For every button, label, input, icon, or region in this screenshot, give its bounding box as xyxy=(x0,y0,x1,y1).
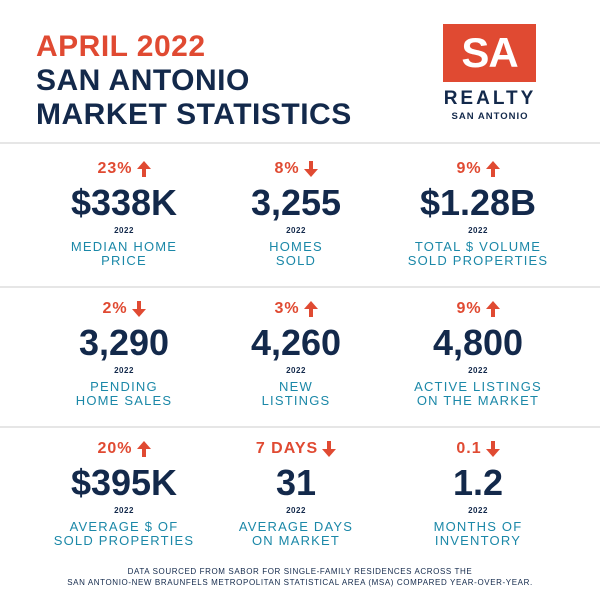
stat-year: 2022 xyxy=(114,366,134,375)
stat-label: HOMES SOLD xyxy=(196,240,396,268)
stat-change: 9% xyxy=(378,160,578,178)
stat-label-line1: NEW xyxy=(279,379,313,394)
change-text: 23% xyxy=(97,160,133,177)
stat-value: 3,290 xyxy=(78,322,170,363)
stat-label: AVERAGE DAYS ON MARKET xyxy=(196,520,396,548)
stat-label-line2: PRICE xyxy=(101,253,147,268)
divider-row xyxy=(0,286,600,288)
stat-change: 20% xyxy=(24,440,224,458)
stat-value: $395K xyxy=(70,462,178,503)
stats-row: 2% 3,290 2022 PENDING HOME SALES 3% 4,26… xyxy=(0,288,600,426)
change-text: 9% xyxy=(456,300,482,317)
stat-label-line2: SOLD xyxy=(275,253,317,268)
stat-change: 0.1 xyxy=(378,440,578,458)
change-text: 7 DAYS xyxy=(255,440,319,457)
divider-top xyxy=(0,142,600,144)
stat-change: 3% xyxy=(196,300,396,318)
stat-value: $338K xyxy=(70,182,178,223)
stat-total-volume: 9% $1.28B 2022 TOTAL $ VOLUME SOLD PROPE… xyxy=(378,148,578,286)
logo-name: REALTY xyxy=(443,88,537,109)
footnote-line1: DATA SOURCED FROM SABOR FOR SINGLE-FAMIL… xyxy=(127,567,473,576)
stat-change: 7 DAYS xyxy=(196,440,396,458)
change-text: 20% xyxy=(97,440,133,457)
stat-label-line1: AVERAGE DAYS xyxy=(238,519,354,534)
stat-label: TOTAL $ VOLUME SOLD PROPERTIES xyxy=(378,240,578,268)
logo-mark: SA xyxy=(443,24,536,82)
stat-label-line2: SOLD PROPERTIES xyxy=(407,253,549,268)
stat-year: 2022 xyxy=(114,226,134,235)
stat-year: 2022 xyxy=(468,506,488,515)
stats-row: 23% $338K 2022 MEDIAN HOME PRICE 8% 3,25… xyxy=(0,148,600,286)
arrow-up-icon xyxy=(485,161,500,177)
divider-row xyxy=(0,426,600,428)
change-text: 3% xyxy=(274,300,300,317)
report-title: MARKET STATISTICS xyxy=(36,98,352,131)
stat-change: 9% xyxy=(378,300,578,318)
stat-homes-sold: 8% 3,255 2022 HOMES SOLD xyxy=(196,148,396,286)
arrow-down-icon xyxy=(131,301,146,317)
header: APRIL 2022 SAN ANTONIO MARKET STATISTICS… xyxy=(0,0,600,140)
change-text: 0.1 xyxy=(456,440,482,457)
stat-label-line1: PENDING xyxy=(90,379,158,394)
stat-year: 2022 xyxy=(468,366,488,375)
stat-value: 4,800 xyxy=(432,322,524,363)
stat-label: ACTIVE LISTINGS ON THE MARKET xyxy=(378,380,578,408)
stat-label-line1: ACTIVE LISTINGS xyxy=(414,379,542,394)
stat-value: $1.28B xyxy=(419,182,537,223)
arrow-down-icon xyxy=(322,441,337,457)
change-text: 9% xyxy=(456,160,482,177)
stats-row: 20% $395K 2022 AVERAGE $ OF SOLD PROPERT… xyxy=(0,428,600,566)
stat-year: 2022 xyxy=(114,506,134,515)
stat-label-line2: INVENTORY xyxy=(434,533,522,548)
stats-grid: 23% $338K 2022 MEDIAN HOME PRICE 8% 3,25… xyxy=(0,148,600,566)
change-text: 8% xyxy=(274,160,300,177)
stat-label-line2: SOLD PROPERTIES xyxy=(53,533,195,548)
stat-change: 2% xyxy=(24,300,224,318)
report-month: APRIL 2022 xyxy=(36,30,206,63)
stat-label-line2: HOME SALES xyxy=(75,393,173,408)
stat-label: PENDING HOME SALES xyxy=(24,380,224,408)
stat-label-line1: AVERAGE $ OF xyxy=(69,519,179,534)
arrow-up-icon xyxy=(136,161,151,177)
stat-value: 1.2 xyxy=(452,462,504,503)
arrow-up-icon xyxy=(136,441,151,457)
stat-year: 2022 xyxy=(286,226,306,235)
stat-label-line1: HOMES xyxy=(269,239,323,254)
stat-label-line1: TOTAL $ VOLUME xyxy=(414,239,542,254)
stat-change: 23% xyxy=(24,160,224,178)
stat-average-price: 20% $395K 2022 AVERAGE $ OF SOLD PROPERT… xyxy=(24,428,224,566)
arrow-up-icon xyxy=(485,301,500,317)
stat-value: 4,260 xyxy=(250,322,342,363)
footnote-line2: SAN ANTONIO-NEW BRAUNFELS METROPOLITAN S… xyxy=(67,578,533,587)
stat-median-home-price: 23% $338K 2022 MEDIAN HOME PRICE xyxy=(24,148,224,286)
stat-year: 2022 xyxy=(286,506,306,515)
logo-subtitle: SAN ANTONIO xyxy=(451,111,529,122)
stat-active-listings: 9% 4,800 2022 ACTIVE LISTINGS ON THE MAR… xyxy=(378,288,578,426)
stat-label-line2: ON MARKET xyxy=(251,533,341,548)
stat-label-line2: LISTINGS xyxy=(261,393,331,408)
change-text: 2% xyxy=(102,300,128,317)
arrow-down-icon xyxy=(303,161,318,177)
stat-pending-sales: 2% 3,290 2022 PENDING HOME SALES xyxy=(24,288,224,426)
stat-new-listings: 3% 4,260 2022 NEW LISTINGS xyxy=(196,288,396,426)
arrow-up-icon xyxy=(303,301,318,317)
stat-value: 3,255 xyxy=(250,182,342,223)
stat-label: MONTHS OF INVENTORY xyxy=(378,520,578,548)
stat-change: 8% xyxy=(196,160,396,178)
arrow-down-icon xyxy=(485,441,500,457)
stat-year: 2022 xyxy=(468,226,488,235)
stat-label-line1: MONTHS OF xyxy=(433,519,523,534)
stat-label-line1: MEDIAN HOME xyxy=(70,239,178,254)
stat-label-line2: ON THE MARKET xyxy=(416,393,540,408)
stat-year: 2022 xyxy=(286,366,306,375)
stat-value: 31 xyxy=(275,462,317,503)
brand-logo: SA REALTY SAN ANTONIO xyxy=(440,24,542,124)
stat-label: AVERAGE $ OF SOLD PROPERTIES xyxy=(24,520,224,548)
stat-label: NEW LISTINGS xyxy=(196,380,396,408)
stat-days-on-market: 7 DAYS 31 2022 AVERAGE DAYS ON MARKET xyxy=(196,428,396,566)
stat-label: MEDIAN HOME PRICE xyxy=(24,240,224,268)
stat-months-inventory: 0.1 1.2 2022 MONTHS OF INVENTORY xyxy=(378,428,578,566)
footnote: DATA SOURCED FROM SABOR FOR SINGLE-FAMIL… xyxy=(0,566,600,588)
report-title-city: SAN ANTONIO xyxy=(36,64,250,97)
